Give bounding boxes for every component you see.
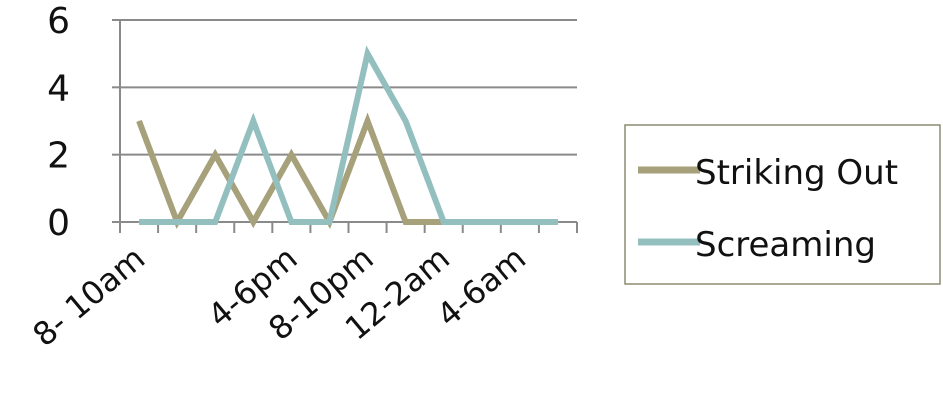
data-point [138,120,140,122]
data-point [367,120,369,122]
data-point [405,221,407,223]
data-point [519,221,521,223]
series-line-screaming [139,45,558,225]
x-tick-label: 8- 10am [25,239,152,354]
data-point [557,221,559,223]
series-lines [136,45,559,230]
y-tick-labels: 0 2 4 6 [47,1,70,244]
data-point [252,221,254,223]
data-point [214,221,216,223]
y-tick-label: 0 [47,203,70,244]
data-point [290,221,292,223]
legend-label-striking-out: Striking Out [695,153,898,193]
gridlines [120,19,577,156]
data-point [328,221,330,223]
data-point [252,120,254,122]
legend-label-screaming: Screaming [695,225,876,265]
data-point [176,221,178,223]
data-point [405,120,407,122]
legend-box [624,124,941,285]
y-tick-label: 4 [47,68,70,109]
data-point [214,154,216,156]
data-point [290,154,292,156]
data-point [481,221,483,223]
y-tick-label: 2 [47,136,70,177]
data-point [443,221,445,223]
data-point [367,53,369,55]
x-tick-label: 4-6am [430,239,533,334]
axes [112,19,578,233]
y-tick-label: 6 [47,1,70,42]
data-point [138,221,140,223]
legend: Striking Out Screaming [624,124,941,285]
